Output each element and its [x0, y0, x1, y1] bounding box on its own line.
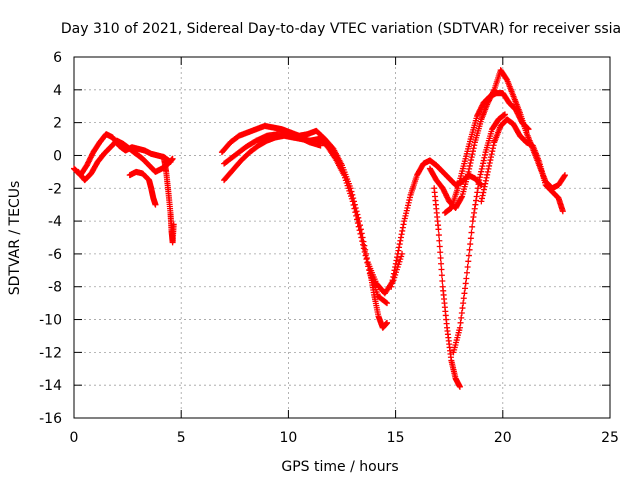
data-point [353, 212, 360, 219]
data-point [360, 245, 367, 252]
data-point [360, 241, 367, 248]
y-tick-label: -8 [48, 280, 62, 296]
data-point [438, 260, 445, 267]
data-point [478, 181, 485, 188]
data-point [355, 223, 362, 230]
data-point [352, 209, 359, 216]
plot-frame [73, 56, 611, 419]
data-point [170, 221, 177, 228]
series-sat-H [366, 267, 391, 331]
x-tick-label: 10 [279, 430, 297, 446]
data-point [501, 111, 508, 118]
y-axis-ticks: -16 -14 -12 -10 -8 -6 -4 -2 0 2 4 6 [39, 50, 610, 427]
data-point [356, 227, 363, 234]
data-point [438, 272, 445, 279]
series-sat-D [161, 155, 177, 246]
data-point [349, 198, 356, 205]
plot-border [73, 56, 611, 419]
x-tick-label: 20 [494, 430, 512, 446]
y-tick-label: 4 [53, 83, 62, 99]
series-sat-L [441, 90, 532, 216]
series-sat-C [126, 168, 159, 208]
data-point [465, 258, 472, 265]
data-point [435, 226, 442, 233]
x-tick-label: 15 [387, 430, 405, 446]
data-point [465, 252, 472, 259]
data-point [384, 300, 391, 307]
data-markers [71, 67, 568, 390]
data-point [435, 232, 442, 239]
data-point [364, 259, 371, 266]
y-tick-label: 2 [53, 116, 62, 132]
data-point [561, 172, 568, 179]
series-sat-J [431, 185, 463, 390]
data-point [359, 238, 366, 245]
grid [74, 57, 610, 418]
x-axis-ticks: 0 5 10 15 20 25 [70, 57, 619, 446]
data-point [361, 248, 368, 255]
chart-title: Day 310 of 2021, Sidereal Day-to-day VTE… [61, 21, 621, 37]
y-tick-label: 0 [53, 148, 62, 164]
y-tick-label: -4 [48, 214, 62, 230]
data-point [354, 216, 361, 223]
data-point [354, 220, 361, 227]
data-point [357, 230, 364, 237]
series-sat-M [478, 116, 566, 215]
data-point [350, 202, 357, 209]
data-point [439, 277, 446, 284]
data-point [469, 223, 476, 230]
data-point [365, 263, 372, 270]
data-point [317, 142, 324, 149]
y-tick-label: 6 [53, 50, 62, 66]
data-point [383, 299, 390, 306]
data-point [438, 266, 445, 273]
y-tick-label: -2 [48, 181, 62, 197]
y-axis-label: SDTVAR / TECUs [7, 181, 23, 296]
series-sat-F [221, 132, 391, 307]
data-point [456, 383, 463, 390]
x-axis-label: GPS time / hours [281, 459, 398, 475]
y-tick-label: -14 [39, 378, 62, 394]
x-tick-label: 5 [177, 430, 186, 446]
data-point [468, 229, 475, 236]
series-sat-G [221, 131, 324, 167]
data-point [351, 205, 358, 212]
data-point [358, 234, 365, 241]
data-point [467, 235, 474, 242]
x-tick-label: 25 [601, 430, 619, 446]
data-point [467, 241, 474, 248]
data-point [525, 126, 532, 133]
x-tick-label: 0 [70, 430, 79, 446]
data-point [437, 255, 444, 262]
series-sat-N [450, 111, 508, 356]
data-point [437, 249, 444, 256]
y-tick-label: -6 [48, 247, 62, 263]
y-tick-label: -16 [39, 411, 62, 427]
data-point [152, 201, 159, 208]
data-point [466, 246, 473, 253]
data-point [464, 264, 471, 271]
y-tick-label: -10 [39, 313, 62, 329]
data-point [463, 275, 470, 282]
y-tick-label: -12 [39, 345, 62, 361]
data-point [363, 256, 370, 263]
data-point [436, 243, 443, 250]
data-point [362, 252, 369, 259]
data-point [463, 269, 470, 276]
data-point [169, 155, 176, 162]
data-point [559, 208, 566, 215]
data-point [436, 237, 443, 244]
data-point [384, 319, 391, 326]
